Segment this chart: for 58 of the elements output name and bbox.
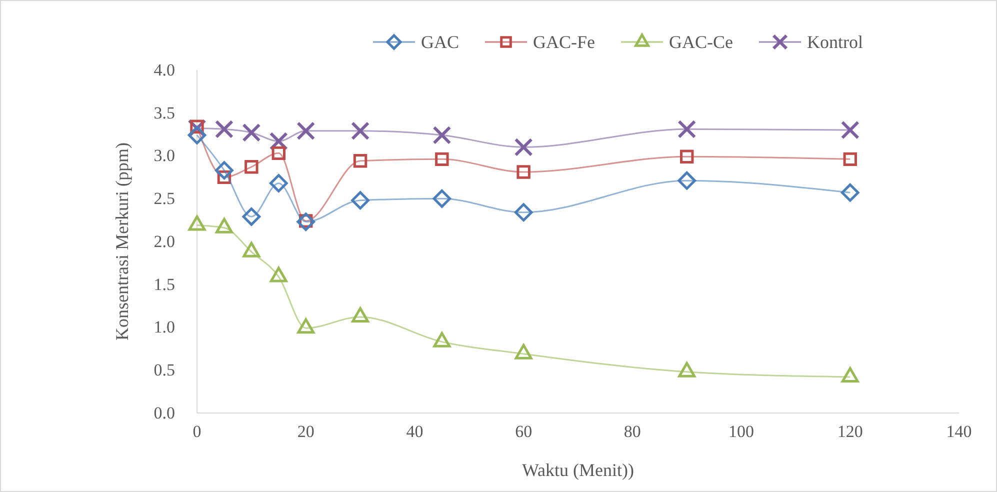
point <box>680 150 694 164</box>
point <box>514 138 533 156</box>
point <box>296 122 316 140</box>
point <box>352 307 370 323</box>
point <box>353 154 368 168</box>
legend-label: GAC <box>420 32 460 52</box>
x-tick-label: 40 <box>406 422 424 442</box>
y-tick-label: 2.0 <box>154 232 175 251</box>
point <box>214 120 234 138</box>
point <box>242 123 261 142</box>
point <box>514 344 532 360</box>
point <box>432 189 452 208</box>
y-tick-label: 3.5 <box>154 103 175 122</box>
point <box>297 318 315 334</box>
point <box>433 332 451 348</box>
x-tick-label: 20 <box>297 422 314 442</box>
point <box>215 161 234 180</box>
y-tick-label: 1.0 <box>154 318 175 337</box>
point <box>296 212 316 231</box>
point <box>843 152 857 166</box>
point <box>840 120 860 140</box>
point <box>188 126 206 144</box>
point <box>435 152 449 166</box>
point <box>351 122 370 140</box>
legend-label: GAC-Fe <box>533 32 596 52</box>
point <box>272 146 286 160</box>
x-axis-title: Waktu (Menit)) <box>522 460 634 480</box>
x-tick-label: 0 <box>192 422 202 442</box>
y-tick-label: 3.0 <box>154 146 175 166</box>
point <box>188 215 206 231</box>
x-tick-label: 60 <box>515 422 532 442</box>
point <box>514 203 533 222</box>
y-tick-label: 0.0 <box>154 403 175 422</box>
point <box>840 183 860 202</box>
point <box>678 171 696 190</box>
point <box>242 207 261 226</box>
point <box>244 160 258 174</box>
point <box>516 165 530 179</box>
y-tick-label: 0.5 <box>154 360 175 380</box>
point <box>215 218 233 234</box>
point <box>351 191 370 210</box>
point <box>678 120 696 138</box>
y-axis-title: Konsentrasi Merkuri (ppm) <box>112 142 132 340</box>
point <box>242 242 260 258</box>
x-tick-label: 140 <box>946 422 972 442</box>
x-tick-label: 80 <box>624 422 641 442</box>
legend-label: GAC-Ce <box>669 32 734 52</box>
x-tick-label: 120 <box>837 422 863 442</box>
y-tick-label: 4.0 <box>154 60 175 80</box>
point <box>270 266 288 282</box>
point <box>678 362 696 378</box>
point <box>841 367 859 383</box>
legend-label: Kontrol <box>807 32 864 52</box>
y-tick-label: 2.5 <box>154 189 175 208</box>
point <box>269 174 288 192</box>
point <box>432 126 452 144</box>
y-tick-label: 1.5 <box>154 274 175 294</box>
x-tick-label: 100 <box>728 422 754 442</box>
